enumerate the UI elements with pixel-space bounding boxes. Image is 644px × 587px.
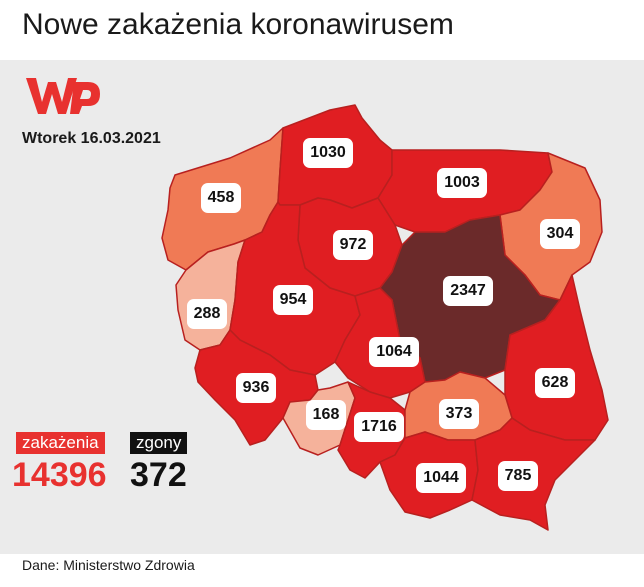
region-value-podkarpackie: 785 [498,461,538,491]
infections-label: zakażenia [16,432,105,454]
deaths-total: 372 [130,456,187,494]
region-value-swietokrzyskie: 373 [439,399,479,429]
region-value-lodzkie: 1064 [369,337,419,367]
page-title: Nowe zakażenia koronawirusem [22,8,454,41]
region-value-kujawsko-pomorskie: 972 [333,230,373,260]
region-value-podlaskie: 304 [540,219,580,249]
region-value-lubuskie: 288 [187,299,227,329]
region-value-slaskie: 1716 [354,412,404,442]
region-value-opolskie: 168 [306,400,346,430]
wp-logo [26,78,100,114]
date-label: Wtorek 16.03.2021 [22,130,161,147]
region-value-mazowieckie: 2347 [443,276,493,306]
deaths-label: zgony [130,432,188,454]
region-value-lubelskie: 628 [535,368,575,398]
region-value-dolnoslaskie: 936 [236,373,276,403]
infections-total: 14396 [12,456,107,494]
region-value-malopolskie: 1044 [416,463,466,493]
source-note: Dane: Ministerstwo Zdrowia [22,557,195,573]
region-value-warminsko-mazurskie: 1003 [437,168,487,198]
region-value-wielkopolskie: 954 [273,285,313,315]
region-value-zachodniopomorskie: 458 [201,183,241,213]
region-value-pomorskie: 1030 [303,138,353,168]
